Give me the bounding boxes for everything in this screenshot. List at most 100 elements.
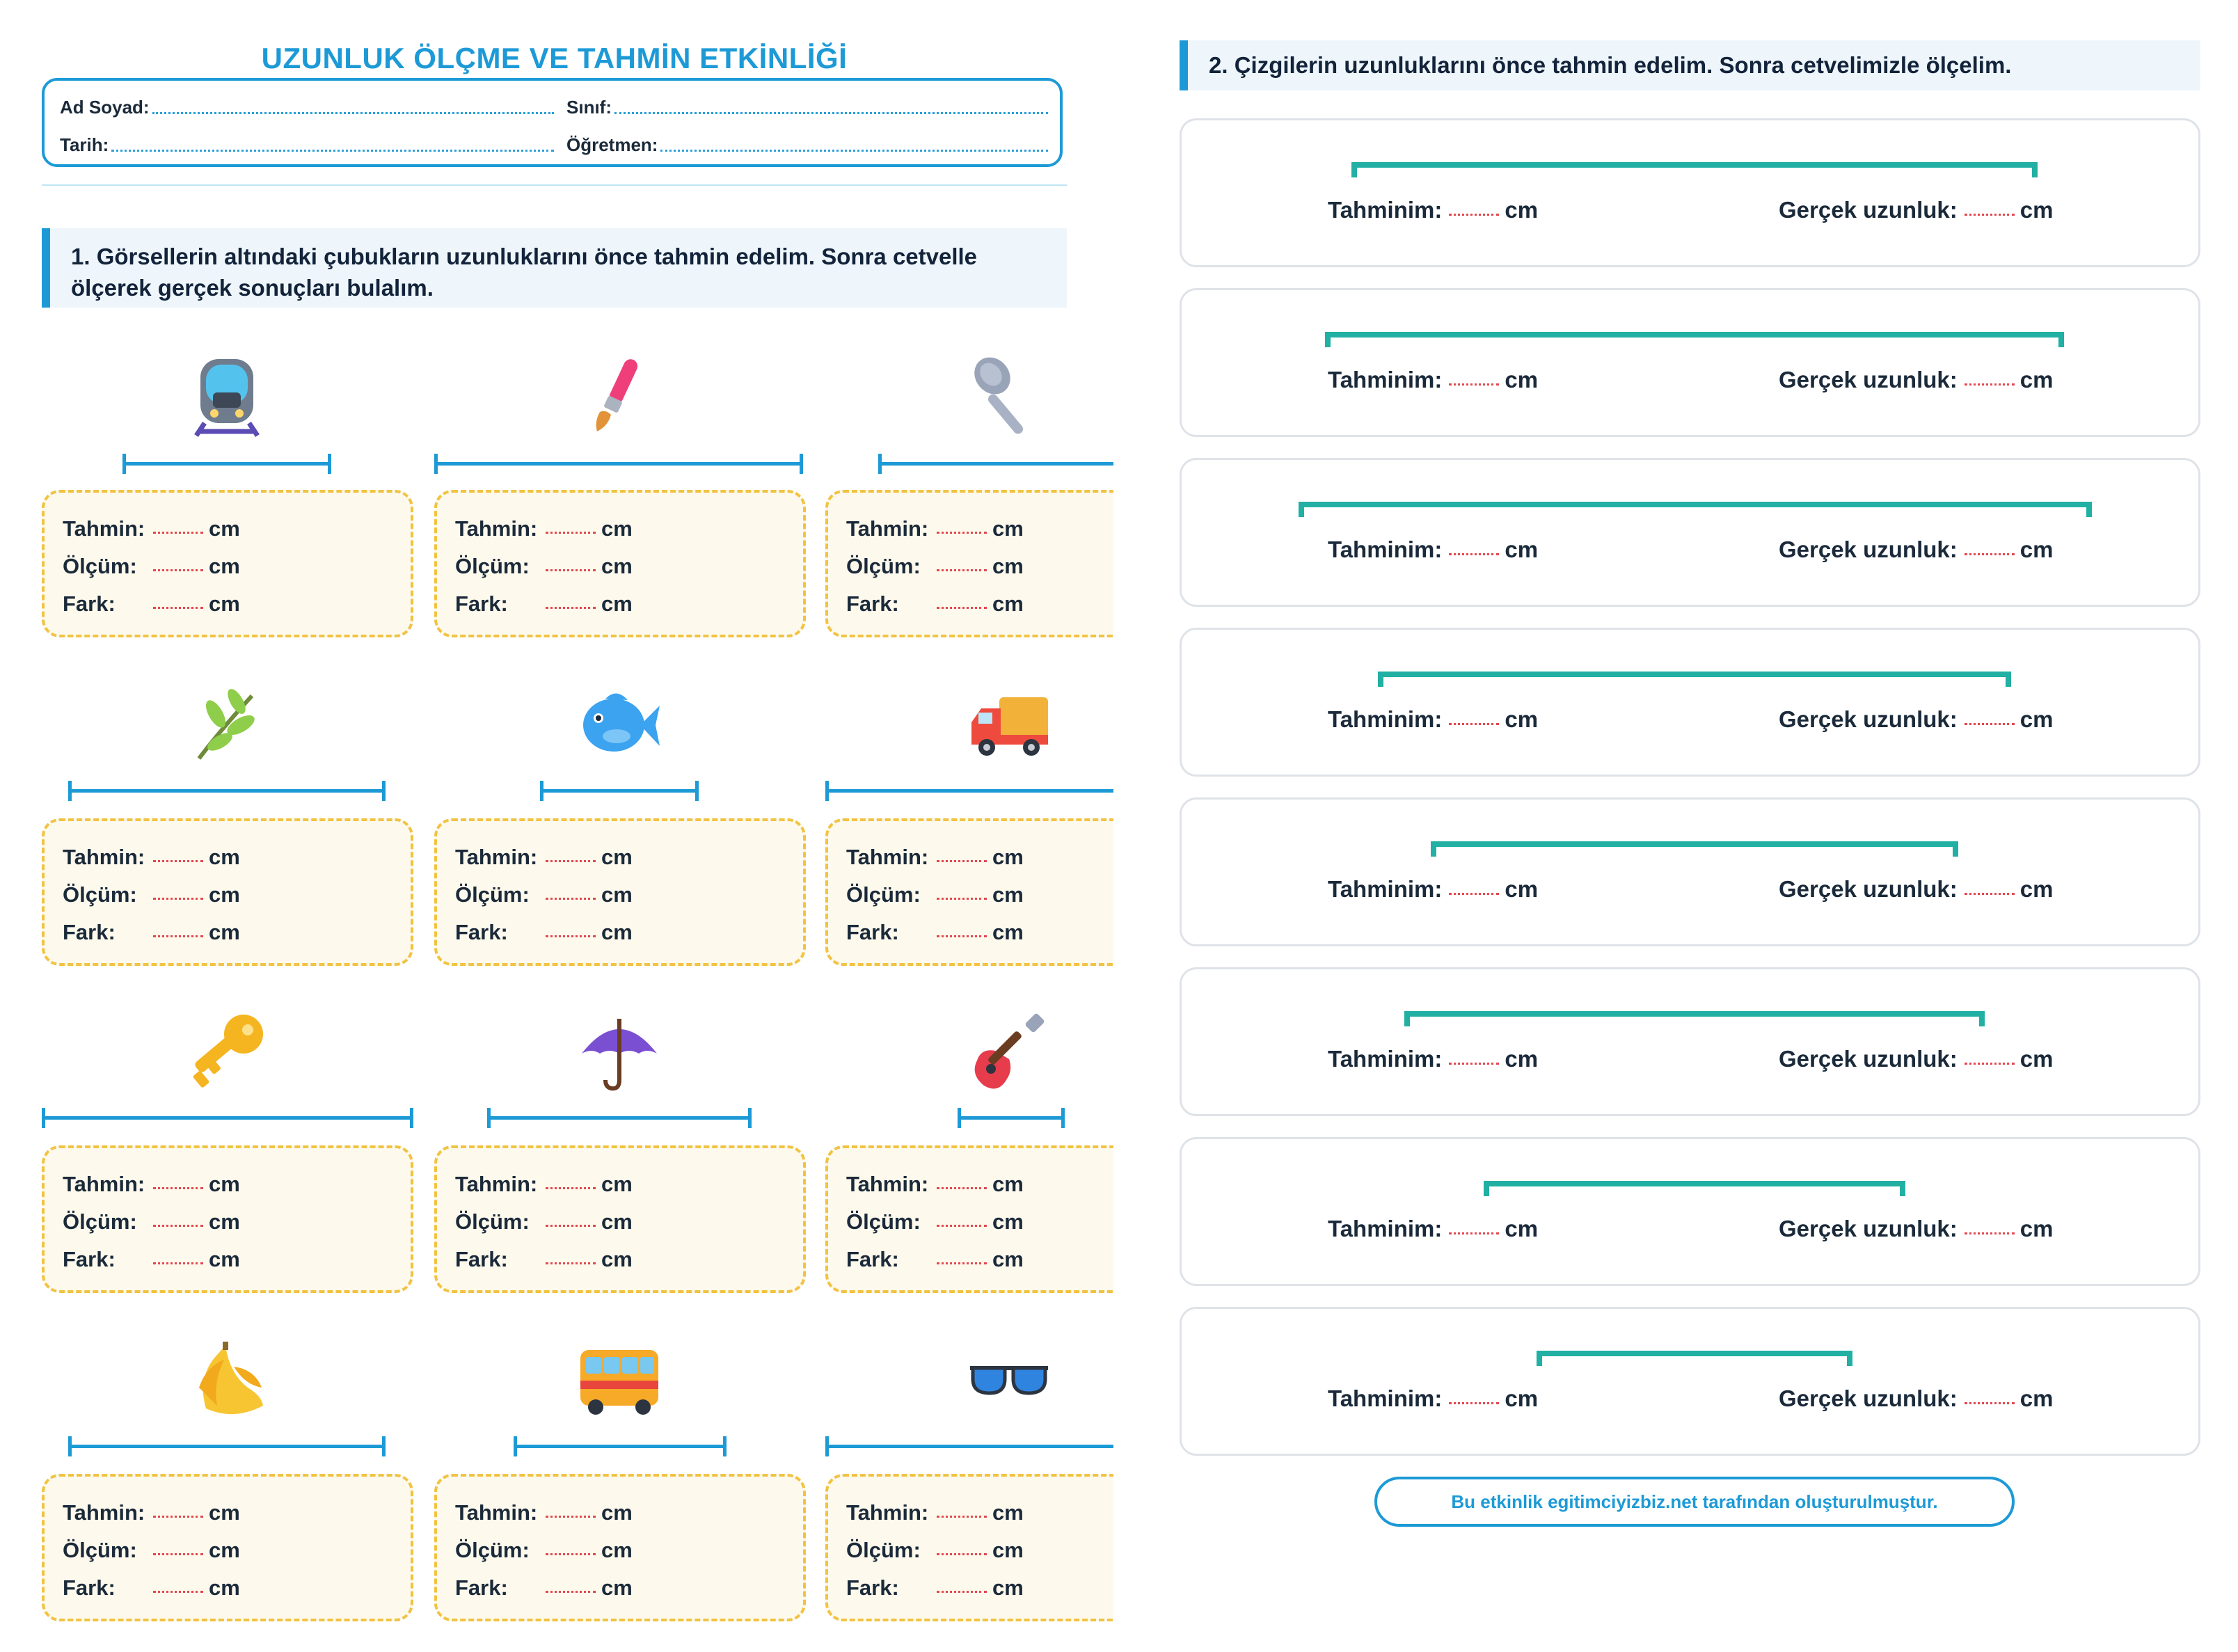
measure-label: Ölçüm: [846, 882, 921, 907]
measure-label: Ölçüm: [455, 882, 530, 907]
unit: cm [992, 591, 1024, 616]
diff-label: Fark: [63, 591, 116, 616]
measure-blank[interactable] [153, 1553, 203, 1555]
measure-blank[interactable] [937, 569, 987, 571]
diff-blank[interactable] [937, 935, 987, 937]
diff-blank[interactable] [153, 935, 203, 937]
estimate-blank[interactable] [937, 860, 987, 862]
diff-blank[interactable] [546, 607, 596, 609]
diff-blank[interactable] [546, 1591, 596, 1593]
estimate-blank[interactable] [546, 860, 596, 862]
worksheet-title: UZUNLUK ÖLÇME VE TAHMİN ETKİNLİĞİ [261, 42, 848, 74]
measure-blank[interactable] [937, 898, 987, 900]
estimate-blank[interactable] [1449, 1063, 1500, 1065]
estimate-blank[interactable] [153, 532, 203, 534]
unit: cm [601, 1538, 633, 1562]
measure-bar [487, 1108, 752, 1128]
class-field[interactable]: Sınıf: [566, 90, 1048, 118]
estimate-blank[interactable] [546, 1516, 596, 1518]
estimate-label: Tahmin: [846, 845, 929, 869]
measure-blank[interactable] [937, 1225, 987, 1227]
unit: cm [2019, 197, 2054, 223]
unit: cm [601, 591, 633, 616]
diff-blank[interactable] [546, 1262, 596, 1264]
diff-blank[interactable] [153, 1591, 203, 1593]
unit: cm [1505, 367, 1539, 392]
actual-blank[interactable] [1964, 1063, 2015, 1065]
diff-label: Fark: [455, 1247, 508, 1271]
actual-blank[interactable] [1964, 214, 2015, 216]
measure-blank[interactable] [546, 569, 596, 571]
footer-credit-badge: Bu etkinlik egitimciyizbiz.net tarafında… [1374, 1477, 2015, 1527]
estimate-blank[interactable] [153, 1187, 203, 1189]
estimate-blank[interactable] [1449, 214, 1500, 216]
unit: cm [209, 516, 240, 541]
measure-blank[interactable] [546, 1553, 596, 1555]
unit: cm [2019, 1046, 2054, 1072]
measure-bar [958, 1108, 1065, 1128]
diff-blank[interactable] [153, 1262, 203, 1264]
measure-blank[interactable] [153, 1225, 203, 1227]
unit: cm [992, 1538, 1024, 1562]
estimate-blank[interactable] [546, 532, 596, 534]
unit: cm [2019, 367, 2054, 392]
estimate-blank[interactable] [153, 1516, 203, 1518]
estimate-blank[interactable] [937, 1516, 987, 1518]
actual-blank[interactable] [1964, 553, 2015, 555]
estimate-blank[interactable] [153, 860, 203, 862]
diff-label: Fark: [846, 1575, 899, 1600]
diff-label: Fark: [63, 920, 116, 944]
measure-blank[interactable] [546, 1225, 596, 1227]
diff-blank[interactable] [937, 1591, 987, 1593]
unit: cm [1505, 1385, 1539, 1411]
unit: cm [209, 591, 240, 616]
teacher-field[interactable]: Öğretmen: [566, 128, 1048, 156]
estimate-blank[interactable] [1449, 723, 1500, 725]
estimate-blank[interactable] [937, 532, 987, 534]
date-field[interactable]: Tarih: [60, 128, 554, 156]
unit: cm [601, 1500, 633, 1525]
line-measure-card: Tahminim: cm Gerçek uzunluk: cm [1180, 288, 2200, 437]
estimate-label: Tahminim: [1328, 1046, 1443, 1072]
measure-blank[interactable] [153, 898, 203, 900]
measure-bar [42, 1108, 413, 1128]
actual-blank[interactable] [1964, 893, 2015, 895]
estimate-blank[interactable] [546, 1187, 596, 1189]
actual-blank[interactable] [1964, 1232, 2015, 1234]
diff-blank[interactable] [153, 607, 203, 609]
estimate-blank[interactable] [1449, 893, 1500, 895]
estimate-label: Tahmin: [455, 845, 538, 869]
measure-label: Ölçüm: [63, 882, 137, 907]
estimate-label: Tahmin: [63, 845, 145, 869]
measure-blank[interactable] [153, 569, 203, 571]
answer-card: Tahmin: cm Ölçüm: cm Fark: cm [825, 1474, 1113, 1621]
diff-blank[interactable] [546, 935, 596, 937]
actual-label: Gerçek uzunluk: [1779, 1216, 1958, 1241]
name-field[interactable]: Ad Soyad: [60, 90, 554, 118]
actual-blank[interactable] [1964, 1402, 2015, 1404]
estimate-blank[interactable] [1449, 383, 1500, 386]
measure-blank[interactable] [546, 898, 596, 900]
unit: cm [1505, 537, 1539, 562]
measure-bar [68, 781, 386, 801]
estimate-blank[interactable] [937, 1187, 987, 1189]
teal-line [1351, 162, 2038, 177]
unit: cm [1505, 197, 1539, 223]
actual-blank[interactable] [1964, 383, 2015, 386]
estimate-blank[interactable] [1449, 1232, 1500, 1234]
unit: cm [601, 1209, 633, 1234]
estimate-blank[interactable] [1449, 553, 1500, 555]
estimate-blank[interactable] [1449, 1402, 1500, 1404]
unit: cm [992, 516, 1024, 541]
unit: cm [1505, 1216, 1539, 1241]
unit: cm [209, 1538, 240, 1562]
student-info-box: Ad Soyad: Sınıf: Tarih: Öğretmen: [42, 78, 1063, 167]
diff-blank[interactable] [937, 1262, 987, 1264]
estimate-label: Tahmin: [846, 1172, 929, 1196]
measure-label: Ölçüm: [846, 1209, 921, 1234]
diff-blank[interactable] [937, 607, 987, 609]
measure-blank[interactable] [937, 1553, 987, 1555]
teal-line [1484, 1181, 1905, 1196]
line-measure-card: Tahminim: cm Gerçek uzunluk: cm [1180, 458, 2200, 607]
actual-blank[interactable] [1964, 723, 2015, 725]
